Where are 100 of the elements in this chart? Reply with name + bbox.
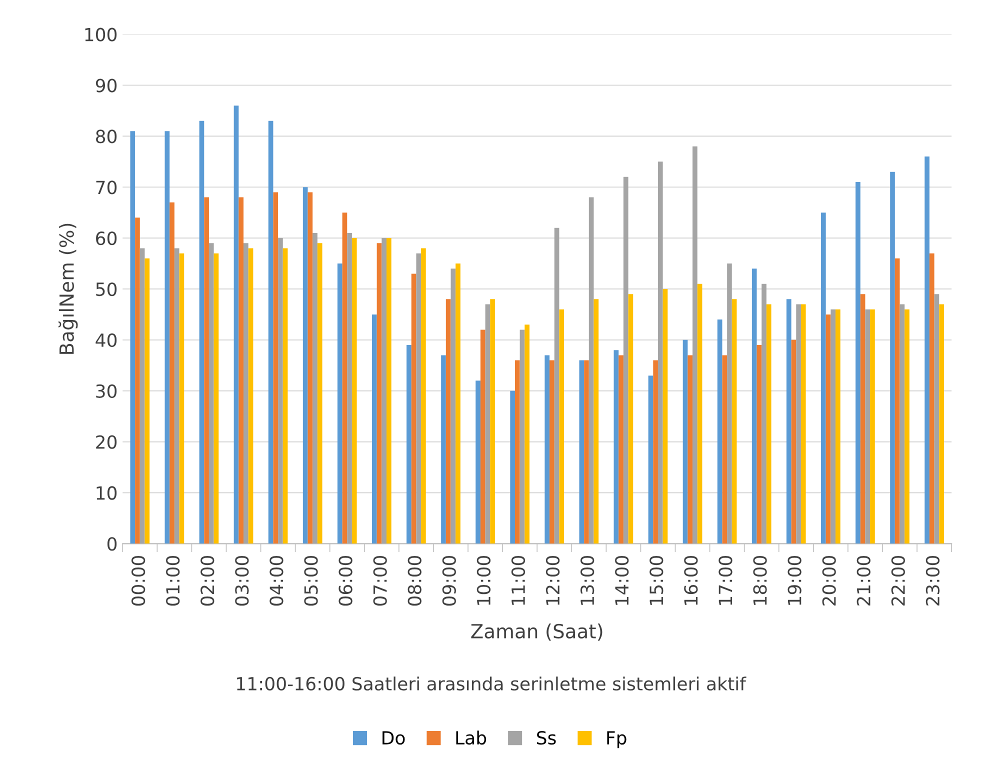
bar (688, 355, 693, 544)
x-tick-label: 08:00 (408, 556, 422, 606)
x-tick-label: 23:00 (926, 556, 940, 606)
bar (376, 243, 382, 544)
bar (386, 238, 392, 544)
bar (520, 330, 525, 544)
bar (406, 345, 412, 544)
legend-label: Ss (537, 730, 556, 745)
y-tick-label: 0 (107, 537, 117, 551)
bar (662, 288, 668, 544)
bar (317, 243, 322, 544)
x-tick-label: 12:00 (546, 556, 560, 605)
bar (140, 248, 145, 544)
bar (490, 299, 495, 544)
bar (623, 176, 628, 544)
bar (416, 253, 422, 544)
y-tick-label: 50 (96, 282, 117, 296)
x-tick-label: 10:00 (476, 556, 491, 605)
y-tick-label: 90 (96, 78, 117, 92)
bar (278, 238, 283, 544)
bar (248, 248, 254, 544)
bar (282, 248, 288, 544)
y-tick-label: 70 (96, 180, 117, 194)
bar (762, 284, 766, 544)
bar (550, 360, 554, 544)
bar (144, 258, 150, 544)
x-tick-label: 06:00 (338, 556, 352, 606)
bar (766, 304, 772, 544)
bar (791, 340, 796, 544)
bar (352, 238, 357, 544)
x-tick-label: 20:00 (822, 556, 836, 606)
bar (238, 197, 244, 544)
bar (234, 106, 239, 544)
x-tick-label: 13:00 (580, 556, 594, 605)
bar (692, 146, 698, 544)
bar (450, 268, 456, 544)
text: 11:00-16:00 Saatleri arasında serinletme sistemleri aktif (237, 676, 746, 691)
y-tick-label: 10 (96, 486, 117, 500)
bar (164, 131, 170, 544)
bar (524, 324, 530, 544)
x-tick-label: 05:00 (304, 556, 318, 606)
bar (268, 120, 274, 544)
bar (717, 320, 722, 544)
bar (510, 390, 515, 544)
legend-label: Do (382, 731, 405, 745)
bar (584, 360, 589, 544)
x-tick-label: 17:00 (718, 556, 732, 605)
bar (682, 340, 688, 544)
x-axis-title: Zaman (Saat) (471, 623, 602, 641)
bar (130, 131, 136, 544)
bar (170, 202, 174, 544)
bar (756, 345, 762, 544)
bar (614, 350, 619, 544)
bar (135, 218, 140, 544)
y-axis-title: BağılNem (%) (58, 224, 78, 354)
bar (836, 309, 840, 544)
bar (441, 355, 446, 544)
bar (514, 360, 520, 544)
bar (653, 360, 658, 544)
bar (904, 309, 910, 544)
bar (830, 309, 836, 544)
bar (826, 314, 831, 544)
x-tick-label: 22:00 (891, 556, 905, 606)
y-tick-label: 80 (96, 130, 117, 144)
bar (900, 304, 905, 544)
x-tick-label: 03:00 (235, 556, 249, 606)
legend-label: Fp (607, 731, 626, 748)
bar (929, 253, 934, 544)
bar (727, 264, 732, 544)
bar (856, 182, 860, 544)
x-tick-label: 07:00 (373, 556, 387, 606)
bar (821, 212, 826, 544)
bar (894, 258, 900, 544)
y-tick-label: 20 (96, 435, 117, 449)
bar (732, 299, 737, 544)
x-tick-label: 14:00 (615, 556, 629, 605)
bar (870, 309, 875, 544)
bar (174, 248, 180, 544)
bar (179, 253, 184, 544)
bar (559, 309, 564, 544)
bar (273, 192, 278, 544)
x-tick-label: 02:00 (200, 556, 214, 606)
bar (890, 172, 895, 544)
y-tick-label: 40 (96, 333, 117, 348)
bar (476, 380, 480, 544)
x-tick-label: 09:00 (442, 556, 456, 606)
bar (312, 232, 318, 544)
x-tick-label: 15:00 (650, 556, 664, 605)
bar (939, 304, 944, 544)
bar (208, 243, 214, 544)
bar (588, 197, 594, 544)
bar (411, 274, 416, 544)
bar (924, 156, 930, 544)
bar (244, 243, 248, 544)
bar (372, 314, 377, 544)
bar (382, 238, 387, 544)
bar (697, 284, 702, 544)
x-tick-label: 00:00 (131, 556, 146, 606)
bar (446, 299, 451, 544)
bar (554, 228, 560, 544)
